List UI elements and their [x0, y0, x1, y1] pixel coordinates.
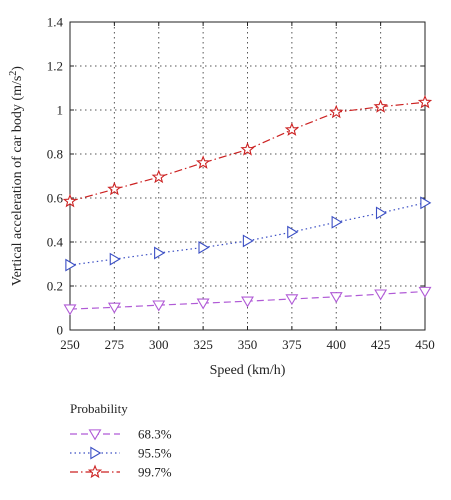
- series-layer: [62, 94, 433, 316]
- legend-items: 68.3% 95.5% 99.7%: [70, 427, 172, 480]
- legend-item: 95.5%: [70, 446, 172, 461]
- x-tick-label: 300: [149, 337, 169, 352]
- y-tick-label: 0.2: [47, 279, 63, 294]
- y-tick-label: 0.8: [47, 147, 63, 162]
- legend-marker: [90, 446, 102, 460]
- data-point: [62, 193, 78, 208]
- data-point: [329, 292, 343, 304]
- legend-label: 68.3%: [138, 427, 172, 442]
- legend: Probability 68.3% 95.5% 99.7%: [70, 401, 172, 480]
- y-tick-label: 0: [57, 323, 64, 338]
- series-2: [62, 94, 433, 208]
- legend-marker: [87, 464, 103, 479]
- data-point: [152, 300, 166, 312]
- x-axis-label: Speed (km/h): [210, 363, 286, 378]
- x-tick-label: 350: [238, 337, 258, 352]
- x-tick-label: 250: [60, 337, 80, 352]
- series-0: [63, 286, 432, 316]
- x-tick-label: 375: [282, 337, 302, 352]
- y-axis-label-main: Vertical acceleration of car body (m/s: [10, 76, 25, 286]
- y-tick-label: 1.2: [47, 59, 63, 74]
- data-point: [196, 298, 210, 310]
- legend-item: 68.3%: [70, 427, 172, 442]
- legend-marker: [88, 429, 102, 441]
- data-point: [417, 94, 433, 109]
- y-tick-label: 0.4: [47, 235, 64, 250]
- y-tick-label: 1: [57, 103, 64, 118]
- data-point: [107, 302, 121, 314]
- data-point: [420, 196, 432, 210]
- data-point: [287, 225, 299, 239]
- data-point: [240, 142, 255, 156]
- data-point: [373, 99, 388, 113]
- x-tick-label: 450: [415, 337, 435, 352]
- data-point: [109, 252, 121, 266]
- data-point: [375, 206, 387, 220]
- data-point: [241, 296, 254, 308]
- data-point: [63, 304, 77, 316]
- y-axis-label-close: ): [10, 66, 25, 71]
- series-line: [69, 202, 426, 266]
- x-tick-label: 325: [193, 337, 213, 352]
- data-point: [242, 234, 254, 248]
- data-point: [374, 289, 388, 301]
- data-point: [285, 294, 299, 306]
- grid: [70, 22, 425, 330]
- y-tick-label: 0.6: [47, 191, 64, 206]
- series-1: [65, 196, 432, 272]
- data-point: [65, 258, 77, 272]
- data-point: [107, 181, 122, 196]
- legend-title: Probability: [70, 401, 128, 416]
- data-point: [151, 169, 166, 184]
- data-point: [331, 215, 343, 229]
- y-axis-label-exponent: 2: [8, 71, 19, 76]
- x-tick-label: 275: [105, 337, 125, 352]
- y-axis-label: Vertical acceleration of car body (m/s2): [8, 66, 25, 286]
- data-point: [329, 104, 344, 119]
- x-tick-label: 400: [327, 337, 347, 352]
- data-point: [284, 122, 300, 136]
- y-axis: 0 0.2 0.4 0.6 0.8 1 1.2 1.4: [47, 15, 425, 338]
- x-tick-label: 425: [371, 337, 391, 352]
- legend-label: 99.7%: [138, 465, 172, 480]
- legend-label: 95.5%: [138, 446, 172, 461]
- data-point: [418, 286, 432, 298]
- data-point: [195, 155, 211, 169]
- data-point: [198, 241, 210, 254]
- series-line: [69, 101, 426, 202]
- y-tick-label: 1.4: [47, 15, 64, 30]
- x-axis: 250 275 300 325 350 375 400 425 450: [60, 22, 435, 352]
- data-point: [154, 246, 166, 260]
- legend-item: 99.7%: [70, 464, 172, 480]
